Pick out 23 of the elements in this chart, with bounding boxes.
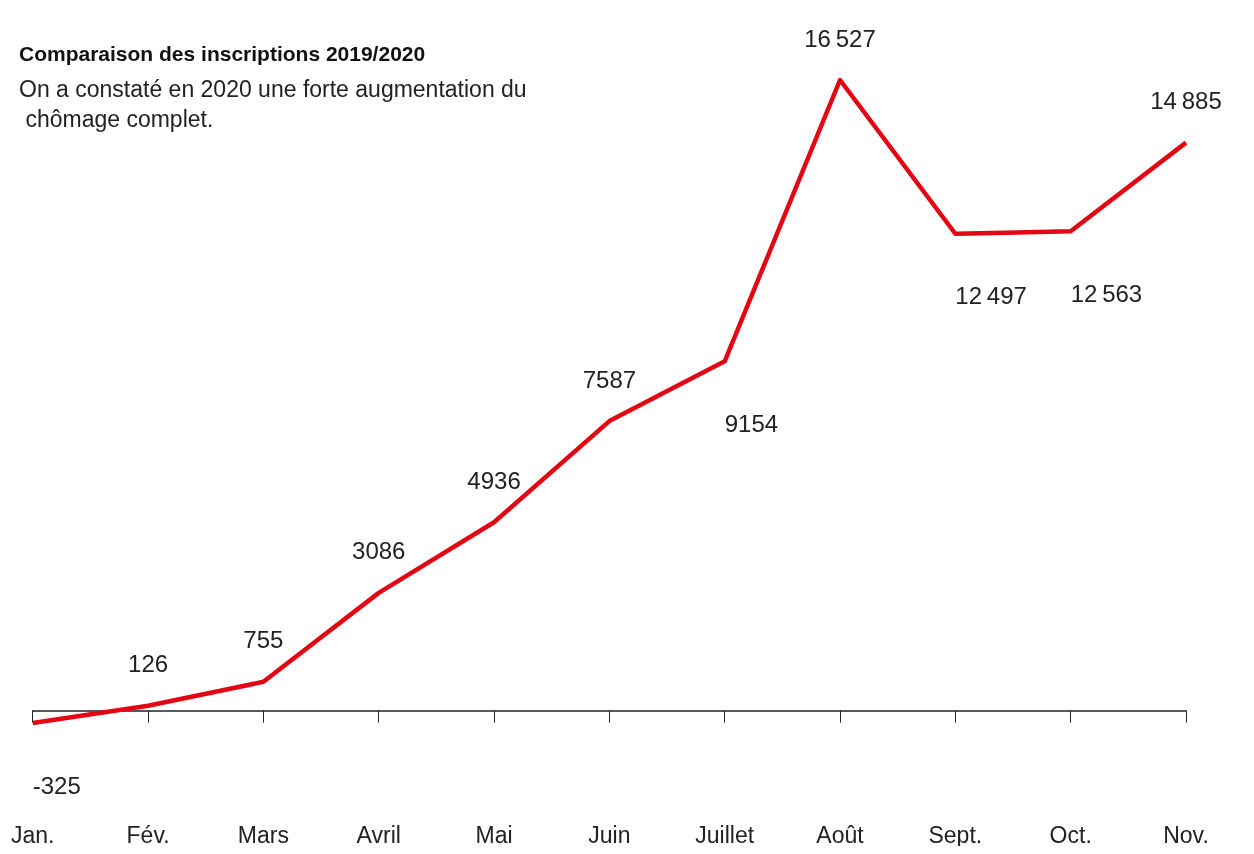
x-tick-label: Juin [588, 821, 631, 848]
data-label: 16 527 [804, 24, 876, 52]
text: On a constaté en 2020 une forte augmentation du chômage complet. [19, 76, 527, 132]
data-label: 126 [128, 650, 169, 678]
x-tick-label: Juillet [695, 821, 755, 848]
x-tick-label: Mai [475, 821, 513, 848]
data-label: 9154 [724, 409, 779, 437]
data-label: -325 [32, 771, 81, 799]
data-label: 755 [243, 626, 284, 654]
x-tick-label: Oct. [1049, 821, 1092, 848]
x-tick-label: Nov. [1163, 821, 1209, 848]
data-label: 12 497 [955, 282, 1027, 310]
data-label: 12 563 [1070, 279, 1143, 307]
x-tick-label: Jan. [10, 821, 55, 848]
x-tick-label: Fév. [126, 821, 170, 848]
data-label: 3086 [352, 537, 406, 565]
x-tick-label: Avril [356, 821, 401, 848]
data-label: 7587 [582, 365, 637, 393]
data-label: 14 885 [1150, 87, 1222, 115]
data-label: 4936 [467, 466, 521, 494]
chart-title: Comparaison des inscriptions 2019/2020 [19, 42, 426, 65]
x-tick-label: Mars [237, 821, 289, 848]
x-tick-label: Août [816, 821, 865, 848]
